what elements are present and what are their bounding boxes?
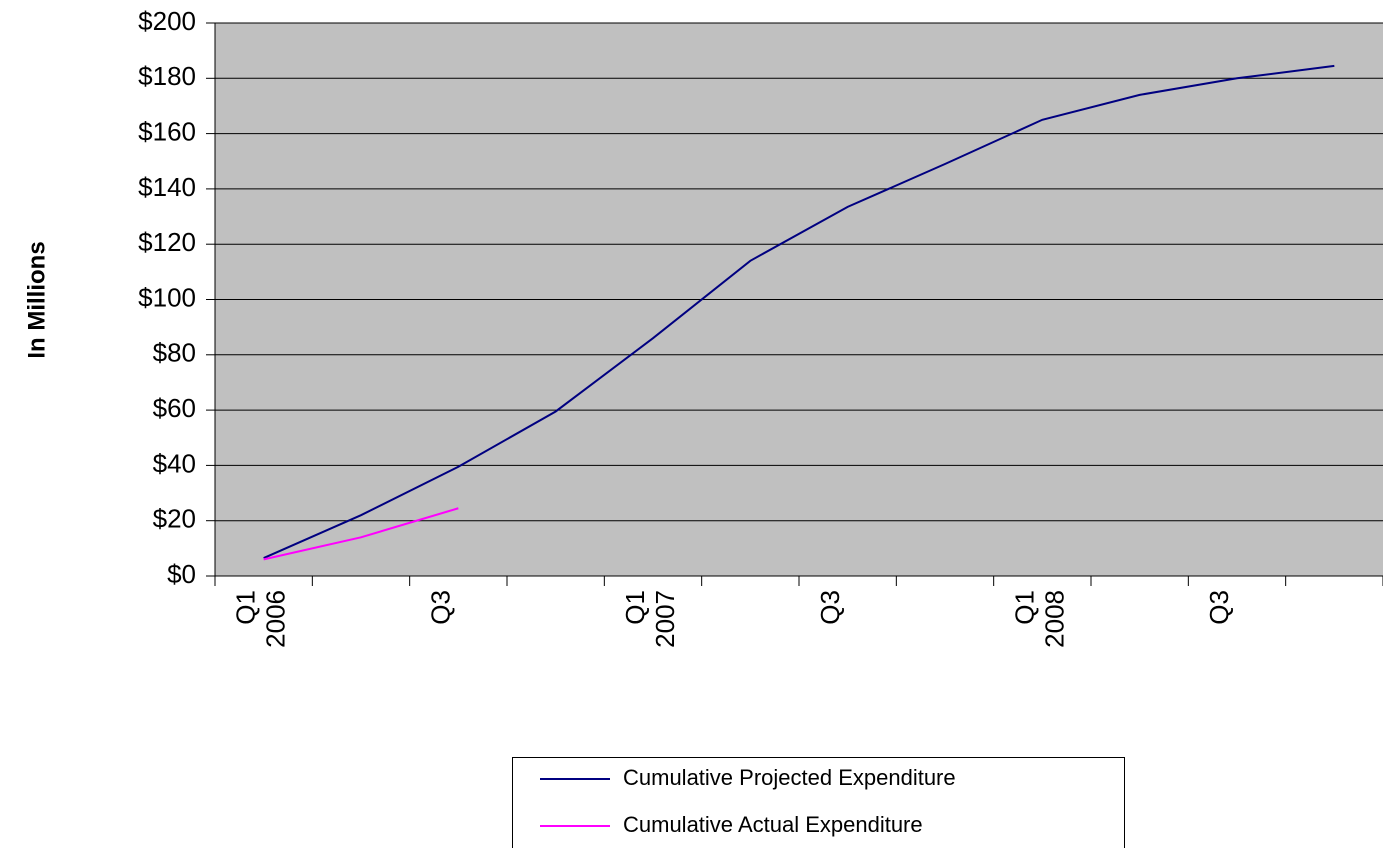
y-tick-label: $140 [138,172,196,202]
y-tick-label: $120 [138,227,196,257]
x-tick-label-line: 2008 [1040,590,1070,648]
y-tick-label: $180 [138,61,196,91]
x-tick-label-line: Q1 [1010,590,1040,625]
y-tick-label: $20 [153,504,196,534]
legend-box [512,757,1125,848]
y-tick-label: $100 [138,282,196,312]
y-tick-label: $0 [167,559,196,589]
x-tick-label: Q3 [426,590,456,625]
x-tick-label-line: 2006 [261,590,291,648]
legend-label: Cumulative Actual Expenditure [623,812,923,837]
x-tick-label: Q12007 [620,590,680,648]
y-tick-label: $60 [153,393,196,423]
series-line [263,64,1335,559]
x-tick-label-line: Q1 [620,590,650,625]
y-tick-label: $200 [138,6,196,36]
x-tick-label-line: 2007 [650,590,680,648]
x-tick-label: Q12006 [231,590,291,648]
x-tick-label: Q12008 [1010,590,1070,648]
x-tick-label-line: Q1 [231,590,261,625]
y-tick-label: $160 [138,116,196,146]
legend-label: Cumulative Projected Expenditure [623,765,956,790]
x-tick-label: Q3 [815,590,845,625]
y-tick-label: $80 [153,338,196,368]
series-line [263,507,459,561]
y-tick-label: $40 [153,448,196,478]
y-axis-title: In Millions [23,241,50,358]
x-tick-label: Q3 [1204,590,1234,625]
